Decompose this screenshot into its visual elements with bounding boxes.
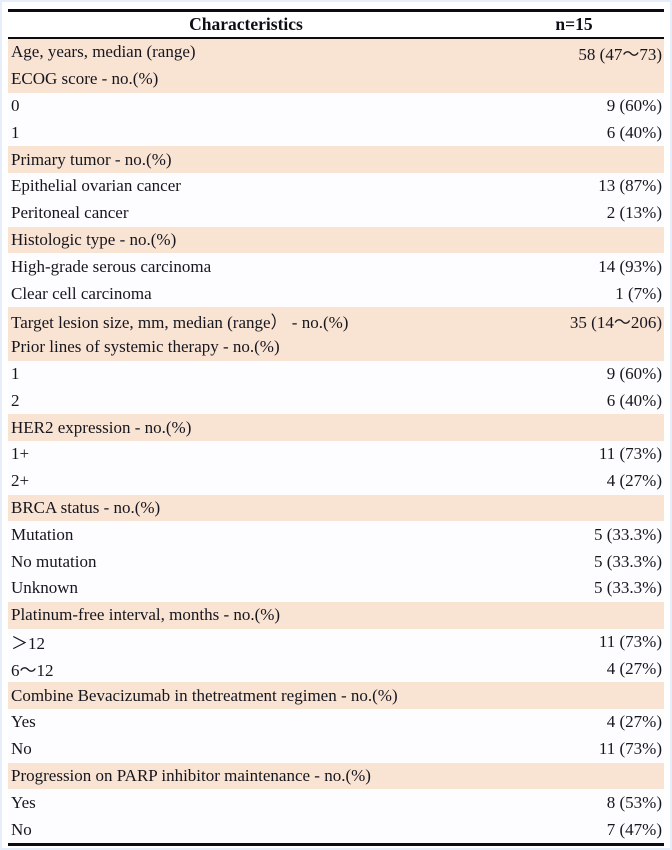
- row-value: 9 (60%): [606, 95, 662, 115]
- row-label: 0: [11, 95, 20, 115]
- row-label: Yes: [11, 792, 36, 812]
- row-label: Mutation: [11, 524, 74, 544]
- row-label: Yes: [11, 712, 36, 732]
- row-label: No mutation: [11, 551, 97, 571]
- table-row: Platinum-free interval, months - no.(%): [8, 601, 664, 629]
- row-label: Platinum-free interval, months - no.(%): [11, 605, 281, 625]
- table-row: ＞12 11 (73%): [8, 628, 664, 656]
- row-value: 9 (60%): [606, 363, 662, 383]
- row-label: No: [11, 819, 32, 839]
- table-header-row: Characteristics n=15: [8, 9, 664, 39]
- row-label: Primary tumor - no.(%): [11, 149, 172, 169]
- row-label: ECOG score - no.(%): [11, 69, 159, 89]
- row-value: 1 (7%): [615, 283, 662, 303]
- row-value: 11 (73%): [598, 444, 662, 464]
- table-row: Peritoneal cancer 2 (13%): [8, 199, 664, 227]
- row-value: 2 (13%): [606, 203, 662, 223]
- row-label: 2+: [11, 471, 30, 491]
- row-value: 11 (73%): [598, 739, 662, 759]
- table-row: BRCA status - no.(%): [8, 494, 664, 522]
- table-row: 1+ 11 (73%): [8, 440, 664, 468]
- row-label: 1: [11, 122, 20, 142]
- table-row: 1 9 (60%): [8, 360, 664, 388]
- row-label: Epithelial ovarian cancer: [11, 176, 181, 196]
- row-label: Unknown: [11, 578, 79, 598]
- table-row: Target lesion size, mm, median (range） -…: [8, 306, 664, 334]
- table-row: No 7 (47%): [8, 816, 664, 843]
- row-label: High-grade serous carcinoma: [11, 256, 212, 276]
- row-value: 5 (33.3%): [594, 578, 662, 598]
- table-row: Histologic type - no.(%): [8, 226, 664, 254]
- row-label: 6～12: [11, 661, 54, 681]
- row-label: Progression on PARP inhibitor maintenanc…: [11, 765, 371, 785]
- row-value: 35 (14～206): [569, 312, 662, 332]
- table-row: Age, years, median (range) 58 (47～73): [8, 39, 664, 66]
- table-row: Prior lines of systemic therapy - no.(%): [8, 333, 664, 361]
- row-label: 1+: [11, 444, 30, 464]
- row-value: 11 (73%): [598, 631, 662, 651]
- table-row: ECOG score - no.(%): [8, 65, 664, 93]
- row-label: 1: [11, 363, 20, 383]
- row-value: 14 (93%): [598, 256, 662, 276]
- row-label: Combine Bevacizumab in thetreatment regi…: [11, 685, 398, 705]
- row-value: 13 (87%): [598, 176, 662, 196]
- row-value: 6 (40%): [606, 390, 662, 410]
- table-row: Yes 4 (27%): [8, 708, 664, 736]
- table-row: 2 6 (40%): [8, 387, 664, 415]
- table-row: Mutation 5 (33.3%): [8, 521, 664, 549]
- table-row: High-grade serous carcinoma 14 (93%): [8, 253, 664, 281]
- row-value: 4 (27%): [606, 471, 662, 491]
- table-row: 0 9 (60%): [8, 92, 664, 120]
- table-row: Yes 8 (53%): [8, 789, 664, 817]
- row-label: 2: [11, 390, 20, 410]
- row-label: No: [11, 739, 32, 759]
- table-row: Progression on PARP inhibitor maintenanc…: [8, 762, 664, 790]
- row-label: Prior lines of systemic therapy - no.(%): [11, 337, 280, 357]
- table-row: 6～12 4 (27%): [8, 655, 664, 683]
- row-label: Target lesion size, mm, median (range） -…: [11, 312, 349, 332]
- table-row: HER2 expression - no.(%): [8, 414, 664, 441]
- row-label: ＞12: [11, 634, 45, 654]
- table-body: Age, years, median (range) 58 (47～73) EC…: [8, 39, 664, 846]
- row-value: 5 (33.3%): [594, 524, 662, 544]
- table-row: Epithelial ovarian cancer 13 (87%): [8, 172, 664, 200]
- header-characteristics: Characteristics: [189, 14, 303, 34]
- row-label: HER2 expression - no.(%): [11, 417, 192, 437]
- table-row: No 11 (73%): [8, 735, 664, 763]
- row-value: 4 (27%): [606, 658, 662, 678]
- row-value: 7 (47%): [606, 819, 662, 839]
- row-label: Age, years, median (range): [11, 42, 196, 62]
- table-row: 2+ 4 (27%): [8, 467, 664, 495]
- row-value: 6 (40%): [606, 122, 662, 142]
- header-n: n=15: [555, 14, 593, 34]
- table-row: No mutation 5 (33.3%): [8, 548, 664, 575]
- row-label: BRCA status - no.(%): [11, 497, 161, 517]
- row-value: 4 (27%): [606, 712, 662, 732]
- table-row: Combine Bevacizumab in thetreatment regi…: [8, 682, 664, 709]
- characteristics-table: Characteristics n=15 Age, years, median …: [8, 9, 664, 846]
- row-label: Histologic type - no.(%): [11, 229, 177, 249]
- row-label: Clear cell carcinoma: [11, 283, 152, 303]
- table-row: Primary tumor - no.(%): [8, 146, 664, 173]
- row-value: 58 (47～73): [578, 44, 662, 64]
- row-value: 8 (53%): [606, 792, 662, 812]
- row-label: Peritoneal cancer: [11, 203, 129, 223]
- table-row: 1 6 (40%): [8, 119, 664, 147]
- table-row: Unknown 5 (33.3%): [8, 574, 664, 602]
- row-value: 5 (33.3%): [594, 551, 662, 571]
- table-row: Clear cell carcinoma 1 (7%): [8, 280, 664, 307]
